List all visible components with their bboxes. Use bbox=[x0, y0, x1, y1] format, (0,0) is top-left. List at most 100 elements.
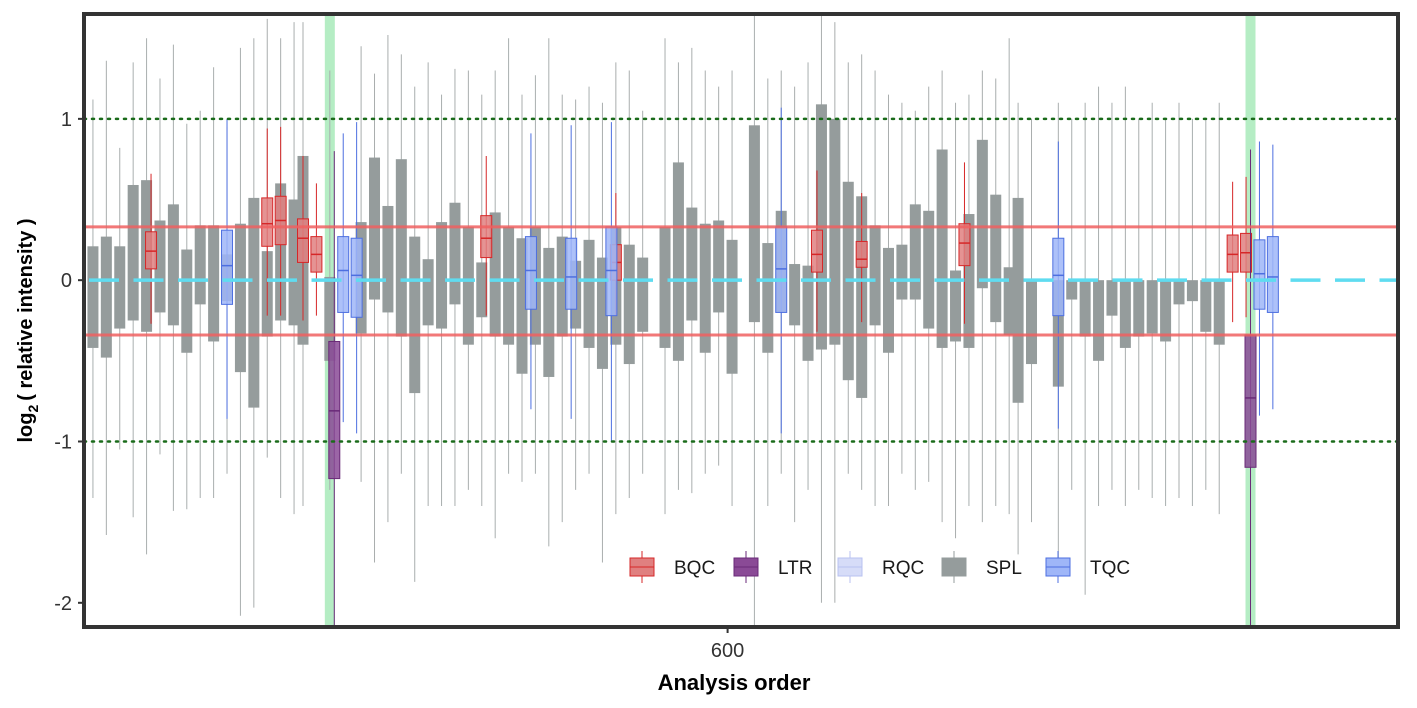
tqc-box bbox=[337, 236, 350, 313]
y-tick-label: 1 bbox=[61, 109, 72, 131]
legend-label: TQC bbox=[1090, 558, 1130, 579]
legend-item-bqc: BQC bbox=[629, 551, 715, 583]
spl-box bbox=[194, 225, 206, 305]
spl-box bbox=[659, 226, 671, 348]
bqc-box bbox=[1226, 234, 1239, 273]
spl-box bbox=[950, 270, 962, 342]
tqc-box bbox=[605, 226, 618, 317]
y-axis-title-rest: ( relative intensity ) bbox=[15, 218, 37, 400]
spl-box bbox=[762, 243, 774, 353]
bqc-box bbox=[261, 197, 274, 247]
spl-box bbox=[556, 236, 568, 337]
tqc-box bbox=[775, 226, 788, 313]
spl-box bbox=[1133, 280, 1145, 337]
spl-box bbox=[234, 223, 246, 373]
x-tick-label: 600 bbox=[711, 640, 744, 662]
spl-box bbox=[87, 246, 99, 348]
legend: BQC LTR RQC SPL TQC bbox=[629, 551, 1130, 583]
tqc-box bbox=[1266, 236, 1279, 313]
y-axis-title: log2 ( relative intensity ) bbox=[15, 218, 41, 442]
spl-box bbox=[449, 202, 461, 305]
spl-box bbox=[476, 262, 488, 318]
spl-box bbox=[503, 226, 515, 345]
y-tick-label: -2 bbox=[54, 593, 72, 615]
spl-box bbox=[1213, 280, 1225, 345]
spl-box bbox=[672, 162, 684, 361]
spl-box bbox=[637, 257, 649, 332]
spl-box bbox=[1173, 280, 1185, 305]
legend-item-ltr: LTR bbox=[733, 551, 812, 583]
spl-box bbox=[923, 210, 935, 329]
spl-box bbox=[395, 159, 407, 337]
y-tick-label: 0 bbox=[61, 270, 72, 292]
spl-box bbox=[936, 149, 948, 348]
spl-box bbox=[1003, 267, 1015, 336]
bqc-box bbox=[297, 218, 309, 263]
spl-box bbox=[369, 157, 381, 300]
spl-box bbox=[713, 220, 725, 313]
bqc-box bbox=[958, 223, 971, 267]
bqc-box bbox=[145, 231, 158, 270]
spl-box bbox=[543, 247, 555, 377]
spl-box bbox=[686, 207, 698, 321]
spl-box bbox=[100, 236, 112, 358]
spl-box bbox=[1160, 280, 1172, 342]
spl-box bbox=[882, 247, 894, 353]
spl-box bbox=[489, 212, 501, 337]
spl-box bbox=[869, 225, 881, 326]
tqc-box bbox=[524, 236, 537, 310]
spl-box bbox=[127, 184, 139, 321]
y-axis-title-base: log bbox=[15, 413, 37, 443]
ltr-box bbox=[328, 340, 341, 480]
spl-box bbox=[596, 257, 608, 369]
spl-box bbox=[1093, 280, 1105, 361]
plot-area bbox=[84, 14, 1398, 627]
bqc-box bbox=[855, 240, 868, 268]
spl-box bbox=[583, 239, 595, 348]
legend-item-rqc: RQC bbox=[837, 551, 924, 583]
spl-box bbox=[909, 204, 921, 300]
bqc-box bbox=[480, 215, 493, 259]
spl-box bbox=[802, 265, 814, 361]
spl-box bbox=[829, 118, 841, 345]
legend-label: BQC bbox=[674, 558, 715, 579]
spl-box bbox=[896, 244, 908, 300]
spl-box bbox=[409, 236, 421, 394]
spl-box bbox=[422, 259, 434, 326]
spl-box bbox=[208, 225, 220, 342]
tqc-box bbox=[350, 237, 363, 318]
spl-box bbox=[288, 199, 300, 326]
legend-label: SPL bbox=[986, 558, 1022, 579]
spl-box bbox=[1186, 280, 1198, 302]
spl-box bbox=[1012, 197, 1024, 403]
legend-item-spl: SPL bbox=[941, 551, 1022, 583]
panel-border bbox=[82, 12, 1400, 629]
spl-box bbox=[963, 214, 975, 348]
spl-box bbox=[382, 205, 394, 313]
spl-box bbox=[1106, 280, 1118, 316]
tqc-box bbox=[221, 229, 234, 305]
spl-box bbox=[748, 125, 760, 323]
y-axis-title-subscript: 2 bbox=[25, 405, 41, 413]
spl-box bbox=[167, 204, 179, 326]
tqc-box bbox=[1253, 239, 1266, 310]
spl-box bbox=[462, 226, 474, 345]
plot-content bbox=[84, 14, 1398, 627]
spl-box bbox=[516, 238, 528, 374]
legend-label: LTR bbox=[778, 558, 812, 579]
spl-box bbox=[699, 223, 711, 353]
spl-box bbox=[789, 264, 801, 326]
ltr-box bbox=[1244, 334, 1257, 468]
spl-box bbox=[1079, 280, 1091, 337]
y-tick-label: -1 bbox=[54, 431, 72, 453]
spl-box bbox=[1200, 280, 1212, 332]
spl-box bbox=[726, 239, 738, 374]
spl-box bbox=[248, 197, 260, 408]
bqc-box bbox=[810, 229, 823, 273]
legend-label: RQC bbox=[882, 558, 924, 579]
x-axis-title: Analysis order bbox=[658, 670, 811, 695]
spl-box bbox=[1146, 280, 1158, 334]
axes: 1 0 -1 -2 600 bbox=[54, 109, 744, 662]
spl-box bbox=[1066, 280, 1078, 300]
